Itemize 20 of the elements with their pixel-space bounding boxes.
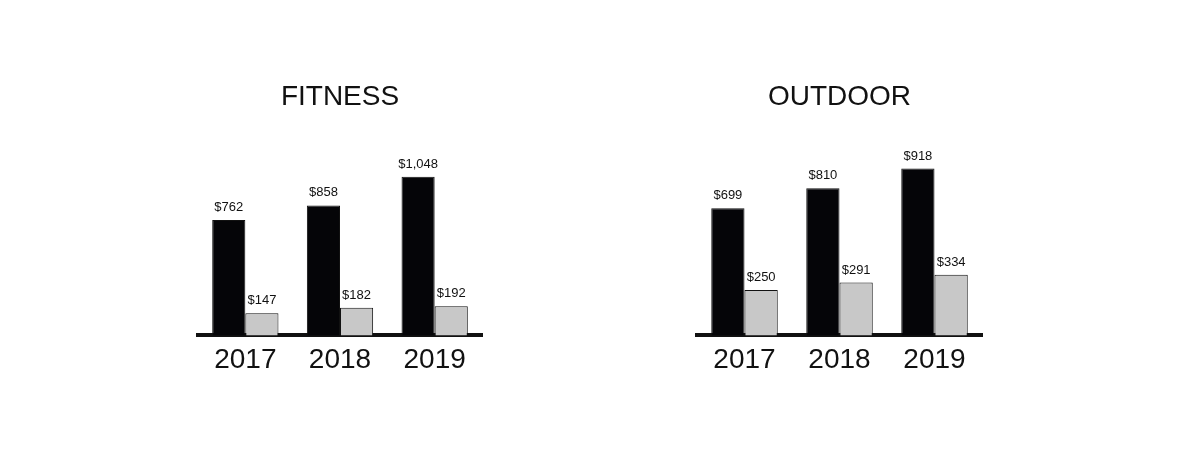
x-tick-label: 2018 bbox=[808, 342, 871, 374]
x-tick-label: 2017 bbox=[713, 342, 776, 374]
data-label: $250 bbox=[746, 269, 776, 285]
data-label: $182 bbox=[342, 286, 372, 302]
chart-title: OUTDOOR bbox=[767, 79, 912, 111]
chart-title: FITNESS bbox=[280, 79, 400, 111]
data-label: $334 bbox=[936, 253, 966, 269]
data-label: $810 bbox=[808, 167, 838, 183]
data-label: $699 bbox=[713, 187, 743, 203]
data-label: $918 bbox=[903, 147, 933, 163]
x-tick-label: 2018 bbox=[308, 342, 372, 374]
x-tick-label: 2019 bbox=[903, 342, 966, 374]
data-label: $762 bbox=[214, 199, 244, 215]
data-label: $1,048 bbox=[398, 155, 438, 171]
data-label: $192 bbox=[436, 285, 466, 301]
data-label: $291 bbox=[841, 261, 871, 277]
data-label: $858 bbox=[308, 184, 338, 200]
x-tick-label: 2019 bbox=[403, 342, 466, 374]
x-tick-label: 2017 bbox=[214, 342, 277, 374]
data-label: $147 bbox=[247, 292, 277, 308]
